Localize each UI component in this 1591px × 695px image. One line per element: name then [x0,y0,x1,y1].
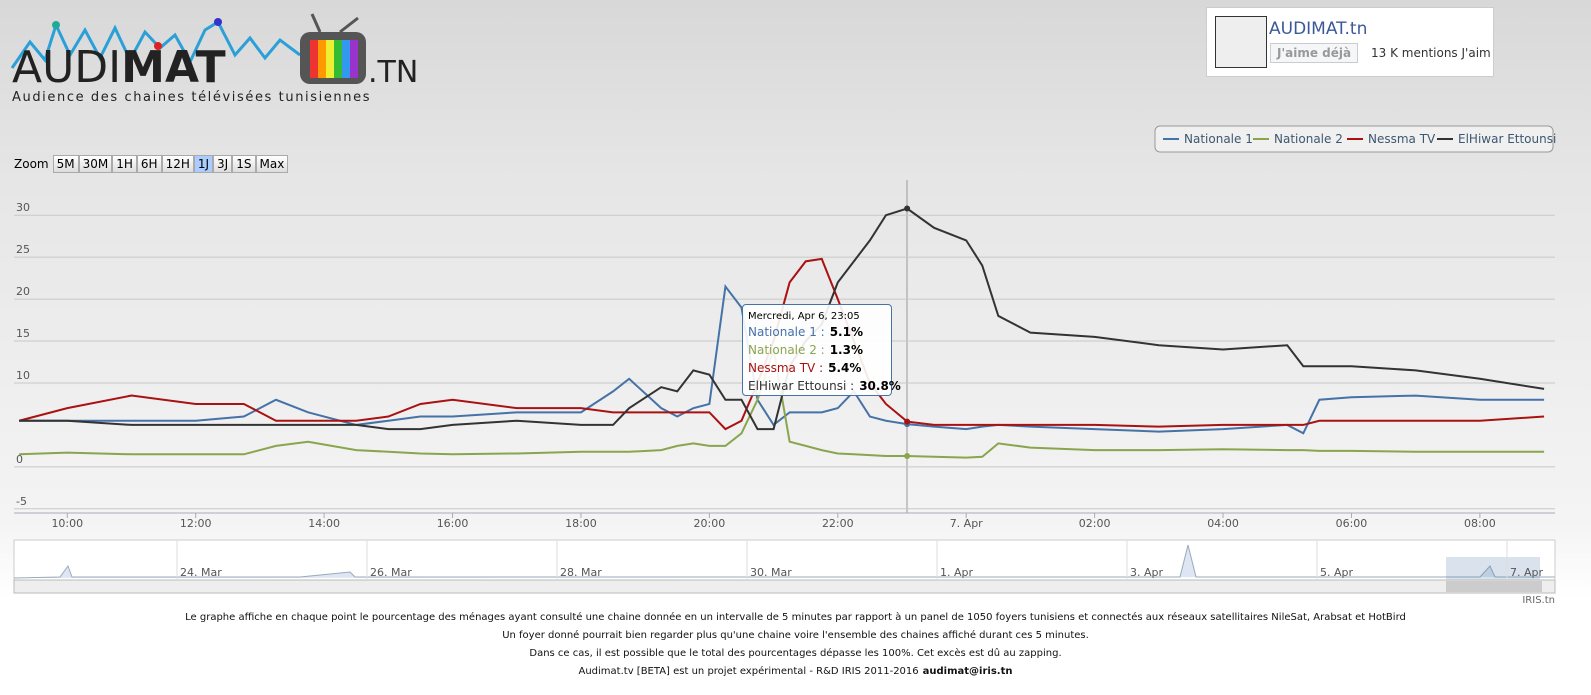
x-tick-label: 16:00 [437,517,469,530]
tv-bar [350,40,358,78]
fb-name[interactable]: AUDIMAT.tn [1269,19,1368,39]
facebook-widget: AUDIMAT.tn J'aime déjà 13 K mentions J'a… [1206,7,1494,77]
tooltip-value: 1.3% [829,343,863,357]
nav-label: 3. Apr [1130,566,1163,579]
x-tick-label: 04:00 [1207,517,1239,530]
tooltip-label: ElHiwar Ettounsi : [748,379,855,393]
y-tick-label: 20 [16,285,30,298]
dot [52,21,60,29]
navigator-range[interactable] [1446,557,1540,580]
x-tick-label: 08:00 [1464,517,1496,530]
dot [214,18,222,26]
x-tick-label: 14:00 [308,517,340,530]
zoom-button[interactable]: 1S [232,155,256,173]
series-line [19,207,1545,431]
zoom-button[interactable]: Max [255,155,289,173]
footer-text: Audimat.tv [BETA] est un projet expérime… [578,666,919,677]
legend-label: Nationale 2 [1274,132,1343,146]
chart: IRIS.tn -5 0 10 15 20 25 30 10:00 12:00 14:00 16:0… [13,125,1556,606]
nav-label: 28. Mar [560,566,602,579]
fb-like[interactable]: J'aime déjà [1270,43,1359,63]
footer-line: Un foyer donné pourrait bien regarder pl… [502,630,1089,641]
navigator [13,539,1556,581]
footer: Le graphe affiche en chaque point le pou… [0,612,1591,684]
x-tick-label: 12:00 [180,517,212,530]
dot [154,42,162,50]
tooltip-row: Nationale 2 : 1.3% [748,341,886,359]
legend-label: ElHiwar Ettounsi [1458,132,1556,146]
tooltip: Mercredi, Apr 6, 23:05 Nationale 1 :5.1% N… [742,304,901,396]
credit: IRIS.tn [1522,595,1555,606]
x-tick-label: 02:00 [1079,517,1111,530]
x-tick-label: 7. Apr [950,517,983,530]
tooltip-label: Nationale 2 : [748,343,825,357]
y-tick-label: 10 [16,369,30,382]
fb-icon [1215,16,1267,68]
x-tick-label: 06:00 [1336,517,1368,530]
tooltip-value: 30.8% [859,379,901,393]
tagline: Audience des chaines télévisées tunisien… [12,90,371,105]
hover-marker [904,452,911,459]
zoom-button[interactable]: 3J [213,155,233,173]
nav-label: 5. Apr [1320,566,1353,579]
logo-text: AUDIMAT [12,42,226,93]
fb-count: 13 K mentions J'aim [1371,46,1491,60]
logo-suffix: .TN [368,55,418,90]
tv-bar [310,40,318,78]
tooltip-row: Nessma TV : 5.4% [748,359,886,377]
tooltip-row: ElHiwar Ettounsi : 30.8% [748,377,901,395]
y-tick-label: -5 [16,495,27,508]
tooltip-label: Nationale 1 : [748,325,825,339]
nav-label: 26. Mar [370,566,412,579]
nav-label: 30. Mar [750,566,792,579]
logo: AUDIMAT .TN Audience des chaines télévis… [10,13,418,105]
tooltip-row: Nationale 1 : 5.1% [748,323,886,341]
scrollbar[interactable] [13,579,1556,594]
nav-label: 1. Apr [940,566,973,579]
hover-marker [904,205,911,212]
tooltip-label: Nessma TV : [748,361,824,375]
y-tick-label: 15 [16,327,30,340]
x-tick-label: 20:00 [694,517,726,530]
tv-bar [334,40,342,78]
zoom-button[interactable]: 12H [161,155,194,173]
tooltip-value: 5.4% [828,361,862,375]
footer-line: Audimat.tv [BETA] est un projet expérime… [0,666,1591,684]
footer-line: Le graphe affiche en chaque point le pou… [185,612,1406,623]
legend-label: Nationale 1 [1184,132,1253,146]
zoom-button[interactable]: 1J [193,155,214,173]
y-tick-label: 30 [16,201,30,214]
zoom-bar: Zoom 5M 30M 1H 6H 12H 1J 3J 1S Max [14,155,289,173]
series-line [19,284,1545,435]
zoom-button[interactable]: 5M [52,155,79,173]
antenna [339,16,359,34]
zoom-button[interactable]: 1H [112,155,137,173]
x-tick-label: 18:00 [565,517,597,530]
tv-bar [342,40,350,78]
y-tick-label: 25 [16,243,30,256]
tv-bar [318,40,326,78]
logo-b: MAT [121,42,225,93]
navigator-series [13,544,1555,579]
logo-line [10,19,301,69]
tooltip-title: Mercredi, Apr 6, 23:05 [748,311,860,322]
y-tick-label: 0 [16,453,23,466]
tv-bar [326,40,334,78]
footer-line: Dans ce cas, il est possible que le tota… [529,648,1062,659]
scroll-thumb[interactable] [1446,581,1542,592]
antenna [310,13,322,33]
zoom-label: Zoom [14,157,49,171]
footer-email[interactable]: audimat@iris.tn [922,666,1013,677]
x-tick-label: 22:00 [822,517,854,530]
legend-label: Nessma TV [1368,132,1436,146]
x-tick-label: 10:00 [51,517,83,530]
nav-label: 7. Apr [1510,566,1543,579]
zoom-button[interactable]: 6H [136,155,162,173]
nav-label: 24. Mar [180,566,222,579]
tooltip-value: 5.1% [829,325,863,339]
hover-marker [904,418,911,425]
zoom-button[interactable]: 30M [78,155,113,173]
logo-a: AUDI [12,42,121,93]
